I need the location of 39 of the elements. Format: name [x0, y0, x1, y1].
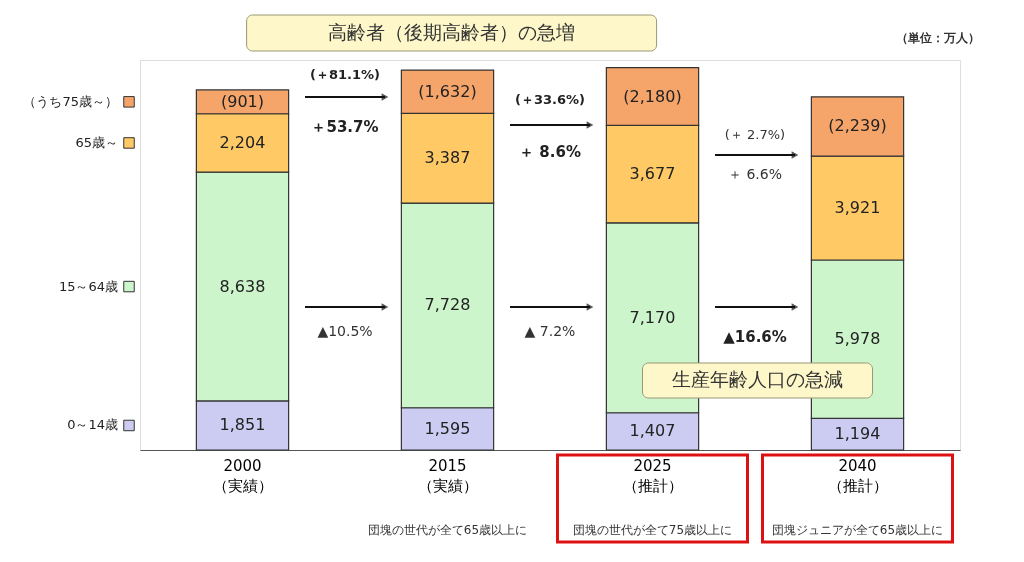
legend-label: 0～14歳: [67, 417, 118, 433]
text: （単位：万人）: [896, 31, 980, 45]
text: 団塊ジュニアが全て65歳以上に: [771, 523, 944, 537]
text: 団塊の世代が全て75歳以上に: [572, 523, 733, 537]
data-label: (2,180): [623, 86, 682, 106]
x-tick-label: 2000 （実績）: [212, 456, 273, 495]
x-tick-label: 2040 （推計）: [827, 456, 888, 495]
data-label: 3,387: [424, 148, 471, 168]
annotation: (＋81.1%): [310, 67, 380, 82]
data-label: 3,677: [629, 164, 676, 184]
annotation: ＋ 6.6%: [727, 166, 783, 182]
annotation: ▲16.6%: [723, 328, 787, 346]
annotation: (＋ 2.7%): [724, 127, 786, 142]
annotation: 生産年齢人口の急減: [672, 368, 843, 390]
data-label: (2,239): [828, 116, 887, 136]
data-label: 3,921: [834, 198, 881, 218]
annotation: ＋53.7%: [311, 118, 379, 136]
data-label: 1,194: [834, 424, 881, 444]
annotation: ＋ 8.6%: [519, 143, 581, 161]
data-label: 5,978: [834, 329, 881, 349]
data-label: 8,638: [219, 276, 266, 296]
data-label: 1,407: [629, 421, 676, 441]
data-label: 1,595: [424, 418, 471, 438]
data-label: 2,204: [219, 132, 266, 152]
legend-label: （うち75歳～）: [23, 93, 118, 109]
annotation: ▲10.5%: [317, 323, 373, 339]
data-label: 7,170: [629, 307, 676, 327]
data-label: (1,632): [418, 81, 477, 101]
text: 団塊の世代が全て65歳以上に: [367, 523, 528, 537]
text: 高齢者（後期高齢者）の急増: [328, 21, 576, 43]
x-tick-label: 2015 （実績）: [417, 456, 478, 495]
data-label: 7,728: [424, 295, 471, 315]
data-label: (901): [220, 91, 265, 111]
legend-label: 15～64歳: [58, 278, 118, 294]
data-label: 1,851: [219, 415, 266, 435]
annotation: (＋33.6%): [515, 92, 585, 107]
legend-label: 65歳～: [75, 134, 118, 150]
annotation: ▲ 7.2%: [524, 323, 576, 339]
x-tick-label: 2025 （推計）: [622, 456, 683, 495]
